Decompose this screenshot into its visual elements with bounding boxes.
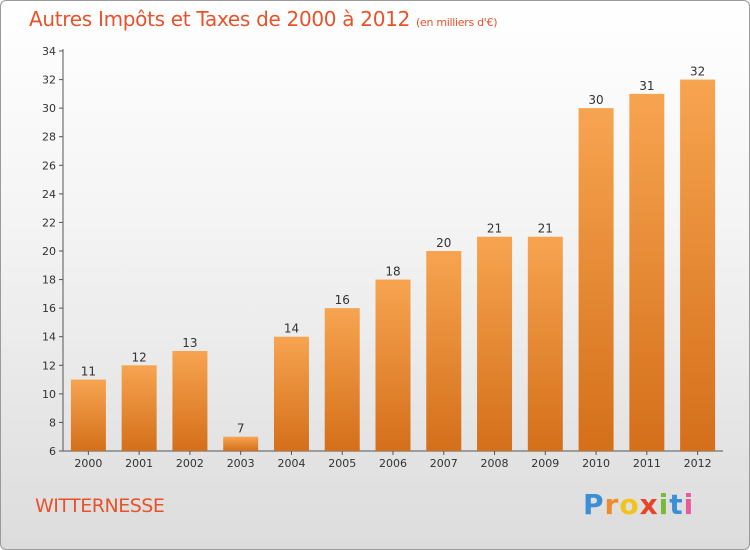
data-label-2003: 7 bbox=[237, 422, 245, 436]
proxiti-logo: Proxiti bbox=[583, 488, 694, 521]
chart-subtitle: (en milliers d'€) bbox=[416, 16, 498, 29]
logo-letter: t bbox=[669, 488, 684, 521]
logo-letter: x bbox=[639, 488, 659, 521]
x-tick-label-2012: 2012 bbox=[684, 457, 712, 470]
y-tick-label: 24 bbox=[42, 188, 56, 201]
y-tick-label: 28 bbox=[42, 131, 56, 144]
y-tick-label: 22 bbox=[42, 216, 56, 229]
bar-2010 bbox=[578, 108, 614, 452]
y-tick-label: 18 bbox=[42, 274, 56, 287]
bar-2008 bbox=[477, 236, 513, 451]
bar-2000 bbox=[70, 379, 106, 451]
x-tick-label-2011: 2011 bbox=[633, 457, 661, 470]
logo-letter: i bbox=[658, 488, 670, 521]
bar-2005 bbox=[324, 308, 360, 451]
x-tick-label-2007: 2007 bbox=[430, 457, 458, 470]
y-tick-label: 10 bbox=[42, 388, 56, 401]
y-tick-label: 12 bbox=[42, 359, 56, 372]
logo-letter: P bbox=[583, 488, 605, 521]
x-tick-label-2003: 2003 bbox=[227, 457, 255, 470]
x-tick-label-2010: 2010 bbox=[582, 457, 610, 470]
bar-2011 bbox=[629, 93, 665, 451]
y-tick-label: 32 bbox=[42, 74, 56, 87]
data-label-2011: 31 bbox=[639, 79, 654, 93]
chart-title-text: Autres Impôts et Taxes de 2000 à 2012 bbox=[29, 7, 410, 31]
data-label-2012: 32 bbox=[690, 65, 705, 79]
y-tick-label: 30 bbox=[42, 102, 56, 115]
bar-2002 bbox=[172, 351, 208, 451]
y-tick-label: 8 bbox=[49, 416, 56, 429]
x-tick-label-2006: 2006 bbox=[379, 457, 407, 470]
data-label-2007: 20 bbox=[436, 236, 451, 250]
bar-2012 bbox=[680, 79, 716, 452]
x-tick-label-2002: 2002 bbox=[176, 457, 204, 470]
y-tick-label: 26 bbox=[42, 159, 56, 172]
data-label-2002: 13 bbox=[182, 336, 197, 350]
data-label-2010: 30 bbox=[588, 93, 603, 107]
logo-letter: o bbox=[619, 488, 640, 521]
data-label-2005: 16 bbox=[335, 293, 350, 307]
commune-name: WITTERNESSE bbox=[35, 495, 165, 517]
x-tick-label-2001: 2001 bbox=[125, 457, 153, 470]
x-tick-label-2004: 2004 bbox=[277, 457, 305, 470]
y-tick-label: 14 bbox=[42, 331, 56, 344]
data-label-2000: 11 bbox=[81, 365, 96, 379]
data-label-2008: 21 bbox=[487, 222, 502, 236]
logo-letter: i bbox=[683, 488, 695, 521]
bar-2003 bbox=[223, 436, 259, 451]
x-tick-label-2008: 2008 bbox=[481, 457, 509, 470]
x-tick-label-2009: 2009 bbox=[531, 457, 559, 470]
bar-2001 bbox=[121, 365, 157, 451]
bar-2006 bbox=[375, 279, 411, 451]
x-tick-label-2000: 2000 bbox=[74, 457, 102, 470]
data-label-2004: 14 bbox=[284, 322, 299, 336]
bar-2007 bbox=[426, 251, 462, 451]
y-tick-label: 20 bbox=[42, 245, 56, 258]
y-tick-label: 6 bbox=[49, 445, 56, 458]
data-label-2009: 21 bbox=[538, 222, 553, 236]
y-tick-label: 16 bbox=[42, 302, 56, 315]
logo-letter: r bbox=[604, 488, 620, 521]
data-label-2006: 18 bbox=[385, 265, 400, 279]
y-tick-label: 34 bbox=[42, 45, 56, 58]
bar-2009 bbox=[527, 236, 563, 451]
bar-2004 bbox=[273, 336, 309, 451]
x-tick-label-2005: 2005 bbox=[328, 457, 356, 470]
chart-title: Autres Impôts et Taxes de 2000 à 2012 (en… bbox=[29, 7, 497, 31]
data-label-2001: 12 bbox=[132, 350, 147, 364]
